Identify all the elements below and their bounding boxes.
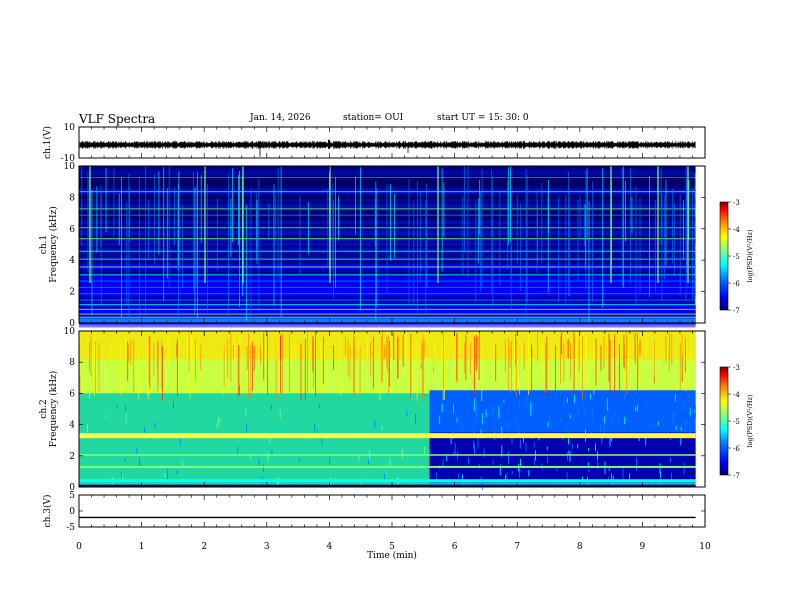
ch1-waveform-trace	[79, 140, 696, 149]
ch3-waveform-ytick-label: 0	[69, 507, 75, 517]
ch1-spectrogram-ylabel: ch.1Frequency (kHz)	[39, 206, 59, 283]
ch3-waveform-ytick-label: -5	[66, 523, 75, 533]
ch1-noise-band	[79, 322, 696, 328]
x-tick-label: 0	[76, 542, 82, 552]
ch3-waveform-ylabel: ch.3(V)	[42, 495, 53, 528]
ch1-noise-band	[79, 297, 696, 299]
ch2-bottom-line	[79, 484, 696, 487]
ch2-spectrogram-colorbar-tick-label: -5	[733, 418, 740, 426]
ch1-waveform-ylabel: ch.1(V)	[42, 126, 53, 159]
ch1-spectrogram-ytick-label: 10	[64, 162, 76, 172]
x-tick-label: 5	[389, 542, 395, 552]
ch2-tone-line	[79, 465, 696, 468]
ch1-noise-band	[79, 179, 696, 183]
ch1-spectrogram-colorbar-tick-label: -3	[733, 199, 740, 207]
ch2-spectrogram-panel	[78, 331, 696, 490]
date-label: Jan. 14, 2026	[250, 113, 311, 123]
ch1-noise-band	[79, 300, 696, 304]
ch1-spectrogram-colorbar-tick-label: -5	[733, 253, 740, 261]
ch2-spectrogram-colorbar-tick-label: -4	[733, 391, 740, 399]
ch2-spectrogram-colorbar-tick-label: -6	[733, 445, 740, 453]
ch1-tone-line	[79, 299, 696, 301]
ch2-spectrogram-colorbar	[719, 366, 729, 476]
ch1-spectrogram-ytick-label: 8	[69, 193, 75, 203]
ch1-tone-line	[79, 313, 696, 315]
station-label: station= OUI	[343, 113, 404, 123]
ch1-spectrogram-ytick-label: 6	[69, 225, 75, 235]
ch1-noise-band	[79, 305, 696, 309]
ch1-waveform-ytick-label: -10	[61, 154, 76, 164]
ch2-quiet-mid	[429, 390, 696, 433]
ch2-spectrogram-ytick-label: 8	[69, 358, 75, 368]
ch1-spectrogram-colorbar-tick-label: -6	[733, 280, 740, 288]
x-tick-label: 3	[264, 542, 270, 552]
ch1-spectrogram-colorbar	[719, 201, 729, 311]
x-tick-label: 10	[699, 542, 711, 552]
start-time-label: start UT = 15: 30: 0	[437, 113, 529, 123]
ch2-tone-line	[79, 454, 696, 456]
ch1-waveform-ytick-label: 10	[64, 123, 76, 133]
ch2-spectrogram-colorbar-label: log(PSD)(V²/Hz)	[746, 394, 754, 447]
ch2-spectrogram-ylabel-line: ch.2	[39, 399, 49, 418]
ch1-spectrogram-colorbar-tick-label: -4	[733, 226, 740, 234]
ch2-tone-line	[79, 479, 696, 483]
ch1-tone-line	[79, 308, 696, 310]
ch1-tone-line	[79, 316, 696, 318]
ch2-spectrogram-ytick-label: 10	[64, 327, 76, 337]
x-axis-label: Time (min)	[367, 550, 417, 561]
ch2-spectrogram-colorbar-tick-label: -3	[733, 364, 740, 372]
ch2-mid-band	[79, 393, 430, 487]
ch2-spectrogram-ytick-label: 0	[69, 483, 75, 493]
ch3-waveform-ylabel-line: ch.3(V)	[42, 495, 53, 528]
x-tick-label: 4	[327, 542, 333, 552]
x-tick-label: 8	[577, 542, 583, 552]
x-tick-label: 2	[201, 542, 207, 552]
ch1-tone-line	[79, 304, 696, 306]
ch1-noise-band	[79, 177, 696, 180]
x-tick-label: 6	[452, 542, 458, 552]
ch1-spectrogram-ytick-label: 4	[69, 256, 75, 266]
ch1-spectrogram-ytick-label: 0	[69, 319, 75, 329]
ch1-spectrogram-ytick-label: 2	[69, 288, 75, 298]
ch2-spectrogram-ytick-label: 2	[69, 452, 75, 462]
ch2-spectrogram-ylabel-line: Frequency (kHz)	[48, 371, 59, 448]
ch1-tone-line	[79, 293, 696, 295]
ch1-waveform-ylabel-line: ch.1(V)	[42, 126, 53, 159]
ch1-noise-band	[79, 312, 696, 314]
x-tick-label: 9	[640, 542, 646, 552]
ch1-noise-band	[79, 174, 696, 178]
x-tick-label: 1	[139, 542, 145, 552]
ch1-tone-line	[79, 176, 696, 178]
ch1-noise-band	[79, 181, 696, 185]
ch1-noise-band	[79, 170, 696, 176]
ch2-spectrogram-ytick-label: 6	[69, 389, 75, 399]
ch1-noise-band	[79, 309, 696, 314]
ch1-waveform-panel	[79, 139, 696, 157]
ch1-low-band	[79, 318, 696, 323]
ch2-spectrogram-ytick-label: 4	[69, 421, 75, 431]
ch1-noise-band	[79, 313, 696, 317]
ch2-spectrogram-colorbar-tick-label: -7	[733, 472, 740, 480]
ch1-spectrogram-colorbar-label: log(PSD)(V²/Hz)	[746, 229, 754, 282]
ch1-noise-band	[79, 293, 696, 297]
ch3-waveform-ytick-label: 5	[69, 491, 75, 501]
ch2-spectrogram-ylabel: ch.2Frequency (kHz)	[39, 371, 59, 448]
chart-title: VLF Spectra	[79, 112, 156, 126]
ch1-spectrogram-colorbar-tick-label: -7	[733, 307, 740, 315]
x-tick-label: 7	[514, 542, 520, 552]
ch2-tone-band	[79, 433, 696, 439]
ch1-spectrogram-ylabel-line: Frequency (kHz)	[48, 206, 59, 283]
ch1-spectrogram-ylabel-line: ch.1	[39, 235, 49, 254]
ch1-spectrogram-panel	[79, 166, 696, 328]
